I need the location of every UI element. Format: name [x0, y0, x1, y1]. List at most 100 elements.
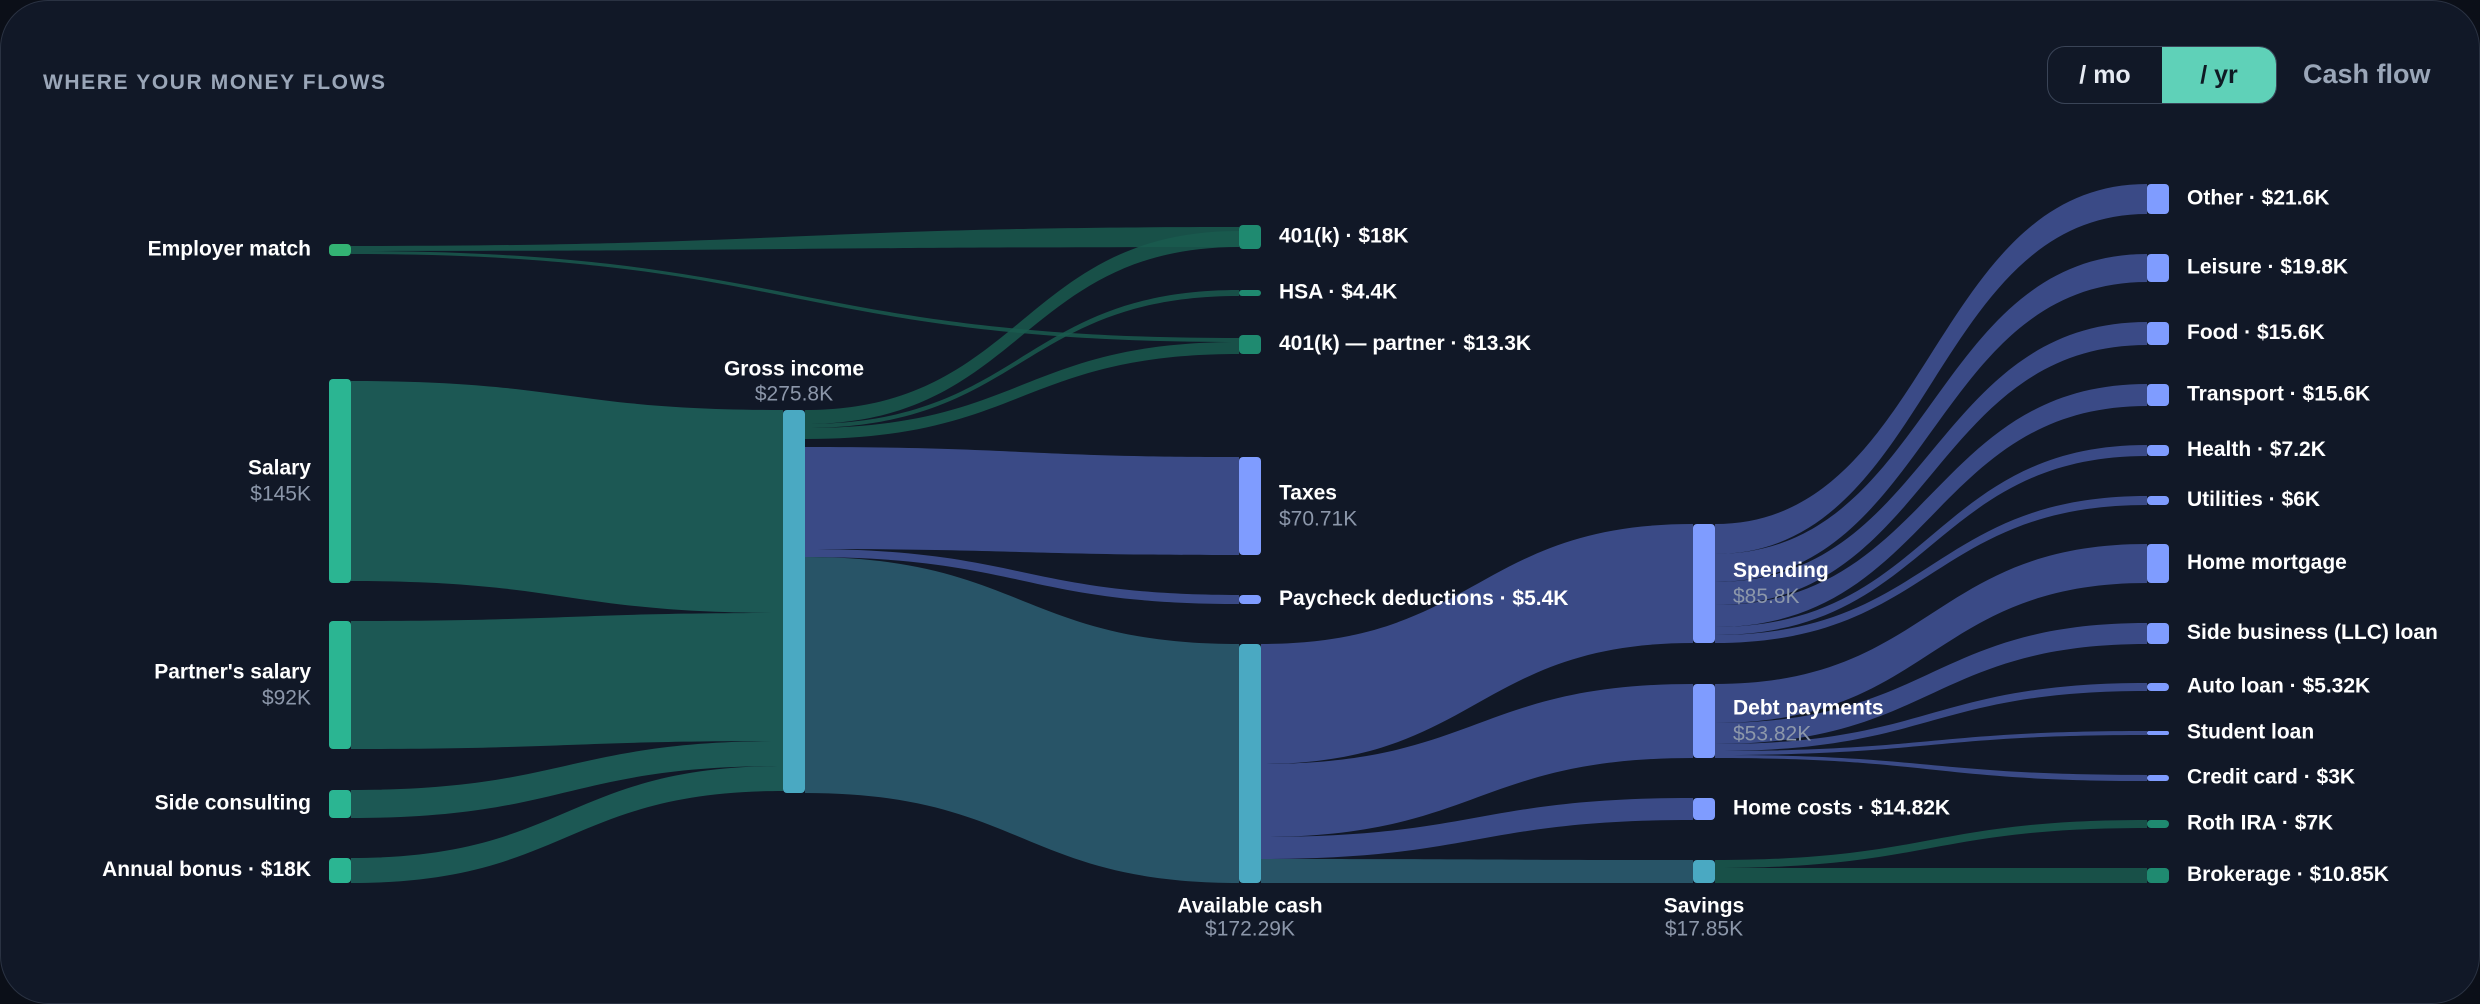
node-debt-payments-value: $53.82K: [1733, 723, 1811, 746]
sankey-labels: Employer match Salary $145K Partner's salar…: [102, 187, 2438, 941]
node-employer-match-label: Employer match: [148, 238, 311, 261]
node-available-cash-value: $172.29K: [1205, 918, 1295, 941]
node-credit-card[interactable]: [2147, 775, 2169, 781]
flow-gross-income-to-taxes[interactable]: [805, 447, 1239, 555]
node-home-mortgage[interactable]: [2147, 544, 2169, 583]
flow-partner-salary-to-gross-income[interactable]: [351, 613, 783, 749]
node-spending-value: $85.8K: [1733, 585, 1800, 608]
node-available-cash[interactable]: [1239, 644, 1261, 883]
flow-gross-income-to-k401-partner[interactable]: [805, 342, 1239, 439]
node-taxes-value: $70.71K: [1279, 508, 1357, 531]
node-annual-bonus[interactable]: [329, 858, 351, 883]
period-monthly-button[interactable]: / mo: [2079, 60, 2131, 89]
node-debt-payments-label: Debt payments: [1733, 697, 1884, 720]
flow-debt-payments-to-credit-card[interactable]: [1715, 755, 2147, 781]
node-gross-income-value: $275.8K: [755, 383, 833, 406]
node-taxes[interactable]: [1239, 457, 1261, 555]
node-leisure-label: Leisure · $19.8K: [2187, 256, 2348, 279]
node-home-costs[interactable]: [1693, 798, 1715, 820]
flow-available-cash-to-debt-payments[interactable]: [1261, 684, 1693, 837]
flow-gross-income-to-k401[interactable]: [805, 231, 1239, 424]
node-health[interactable]: [2147, 445, 2169, 456]
flow-available-cash-to-savings[interactable]: [1261, 859, 1693, 883]
cash-flow-view-label[interactable]: Cash flow: [2303, 59, 2431, 89]
node-k401[interactable]: [1239, 225, 1261, 249]
flow-gross-income-to-paycheck-deductions[interactable]: [805, 549, 1239, 604]
flow-employer-match-to-k401-partner[interactable]: [351, 251, 1239, 342]
node-student-loan-label: Student loan: [2187, 721, 2314, 744]
node-credit-card-label: Credit card · $3K: [2187, 766, 2355, 789]
flow-spending-to-leisure[interactable]: [1715, 254, 2147, 582]
flow-available-cash-to-home-costs[interactable]: [1261, 798, 1693, 859]
node-taxes-label: Taxes: [1279, 482, 1337, 505]
node-paycheck-deductions-label: Paycheck deductions · $5.4K: [1279, 587, 1568, 610]
node-health-label: Health · $7.2K: [2187, 438, 2326, 461]
node-salary-value: $145K: [250, 483, 311, 506]
node-paycheck-deductions[interactable]: [1239, 595, 1261, 604]
node-side-business-loan[interactable]: [2147, 623, 2169, 644]
flow-debt-payments-to-student-loan[interactable]: [1715, 731, 2147, 755]
flow-gross-income-to-hsa[interactable]: [805, 290, 1239, 428]
node-brokerage[interactable]: [2147, 868, 2169, 883]
flow-debt-payments-to-auto-loan[interactable]: [1715, 683, 2147, 751]
node-hsa-label: HSA · $4.4K: [1279, 281, 1397, 304]
period-toggle: / mo / yr: [2047, 46, 2277, 104]
node-k401-partner-label: 401(k) — partner · $13.3K: [1279, 332, 1531, 355]
node-available-cash-label: Available cash: [1177, 895, 1322, 918]
node-employer-match[interactable]: [329, 244, 351, 256]
node-partner-salary-value: $92K: [262, 687, 311, 710]
flow-available-cash-to-spending[interactable]: [1261, 524, 1693, 764]
node-side-business-loan-label: Side business (LLC) loan: [2187, 621, 2438, 644]
flow-employer-match-to-k401[interactable]: [351, 227, 1239, 251]
flow-spending-to-utilities[interactable]: [1715, 496, 2147, 643]
node-gross-income-label: Gross income: [724, 358, 864, 381]
flow-spending-to-health[interactable]: [1715, 445, 2147, 635]
node-debt-payments[interactable]: [1693, 684, 1715, 758]
node-partner-salary[interactable]: [329, 621, 351, 749]
node-gross-income[interactable]: [783, 410, 805, 793]
node-home-mortgage-label: Home mortgage: [2187, 551, 2347, 574]
node-food-label: Food · $15.6K: [2187, 321, 2325, 344]
flow-spending-to-food[interactable]: [1715, 322, 2147, 605]
node-transport[interactable]: [2147, 384, 2169, 406]
node-utilities[interactable]: [2147, 496, 2169, 505]
flow-spending-to-transport[interactable]: [1715, 384, 2147, 627]
flow-savings-to-roth-ira[interactable]: [1715, 820, 2147, 868]
flow-spending-to-other[interactable]: [1715, 184, 2147, 554]
node-savings-value: $17.85K: [1665, 918, 1743, 941]
node-hsa[interactable]: [1239, 290, 1261, 296]
flow-salary-to-gross-income[interactable]: [351, 381, 783, 613]
node-student-loan[interactable]: [2147, 731, 2169, 735]
flow-savings-to-brokerage[interactable]: [1715, 868, 2147, 883]
node-transport-label: Transport · $15.6K: [2187, 383, 2370, 406]
node-other[interactable]: [2147, 184, 2169, 214]
node-spending[interactable]: [1693, 524, 1715, 643]
node-annual-bonus-label: Annual bonus · $18K: [102, 858, 311, 881]
node-utilities-label: Utilities · $6K: [2187, 488, 2320, 511]
node-salary-label: Salary: [248, 457, 311, 480]
node-side-consulting[interactable]: [329, 790, 351, 818]
node-salary[interactable]: [329, 379, 351, 583]
node-side-consulting-label: Side consulting: [155, 792, 311, 815]
node-partner-salary-label: Partner's salary: [154, 661, 311, 684]
node-k401-partner[interactable]: [1239, 335, 1261, 354]
flow-debt-payments-to-home-mortgage[interactable]: [1715, 544, 2147, 723]
node-savings[interactable]: [1693, 860, 1715, 883]
flow-side-consulting-to-gross-income[interactable]: [351, 741, 783, 818]
flow-debt-payments-to-side-business-loan[interactable]: [1715, 623, 2147, 744]
node-roth-ira-label: Roth IRA · $7K: [2187, 812, 2333, 835]
sankey-nodes: [329, 184, 2169, 883]
node-roth-ira[interactable]: [2147, 820, 2169, 828]
node-food[interactable]: [2147, 322, 2169, 345]
flow-gross-income-to-available-cash[interactable]: [805, 557, 1239, 883]
node-auto-loan[interactable]: [2147, 683, 2169, 691]
sankey-links: [351, 184, 2147, 883]
node-spending-label: Spending: [1733, 559, 1829, 582]
period-yearly-button[interactable]: / yr: [2162, 47, 2276, 103]
node-leisure[interactable]: [2147, 254, 2169, 282]
node-savings-label: Savings: [1664, 895, 1745, 918]
flow-annual-bonus-to-gross-income[interactable]: [351, 766, 783, 883]
node-auto-loan-label: Auto loan · $5.32K: [2187, 675, 2370, 698]
